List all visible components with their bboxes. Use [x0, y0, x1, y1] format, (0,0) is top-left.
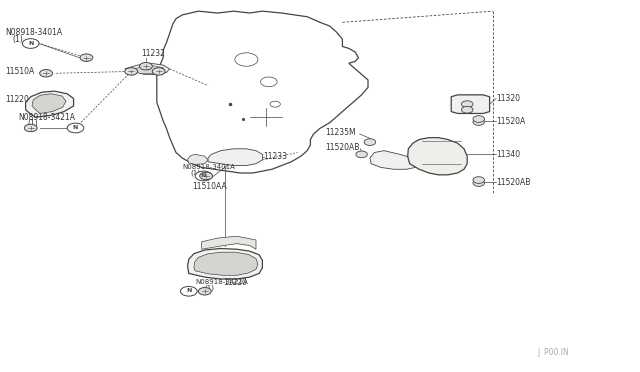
Polygon shape: [208, 149, 262, 166]
Text: N08918-3401A: N08918-3401A: [5, 28, 62, 37]
Circle shape: [473, 119, 484, 125]
Text: 11340: 11340: [496, 150, 520, 159]
Circle shape: [40, 70, 52, 77]
Text: (1): (1): [27, 119, 38, 128]
Text: 11233: 11233: [264, 152, 288, 161]
Circle shape: [364, 139, 376, 145]
Polygon shape: [370, 151, 422, 169]
Text: N08918-3421A: N08918-3421A: [195, 279, 248, 285]
Text: 11520AB: 11520AB: [496, 178, 531, 187]
Circle shape: [152, 68, 165, 75]
Text: 11520AB: 11520AB: [325, 143, 360, 152]
Text: (1): (1): [205, 285, 215, 291]
Polygon shape: [32, 94, 66, 113]
Text: 11232: 11232: [141, 49, 164, 58]
Circle shape: [356, 151, 367, 158]
Polygon shape: [451, 95, 490, 113]
Circle shape: [80, 54, 93, 61]
Circle shape: [461, 101, 473, 108]
Circle shape: [195, 171, 212, 181]
Text: 11220: 11220: [223, 278, 246, 287]
Text: (1): (1): [191, 170, 201, 176]
Circle shape: [22, 39, 39, 48]
Text: 11510A: 11510A: [5, 67, 35, 76]
Text: 11320: 11320: [496, 94, 520, 103]
Text: N: N: [186, 288, 191, 294]
Circle shape: [473, 180, 484, 186]
Text: 11520A: 11520A: [496, 117, 525, 126]
Circle shape: [473, 177, 484, 183]
Text: (1): (1): [13, 35, 24, 44]
Circle shape: [200, 172, 212, 180]
Circle shape: [473, 116, 484, 122]
Text: N08918-3421A: N08918-3421A: [18, 113, 75, 122]
Polygon shape: [188, 154, 208, 164]
Polygon shape: [202, 236, 256, 249]
Polygon shape: [408, 138, 467, 175]
Circle shape: [24, 124, 37, 132]
Polygon shape: [194, 252, 258, 275]
Text: N: N: [201, 173, 206, 178]
Text: J  P00.IN: J P00.IN: [538, 348, 570, 357]
Polygon shape: [131, 66, 163, 73]
Text: 11220: 11220: [5, 95, 29, 104]
Text: N: N: [28, 41, 33, 46]
Text: 11235M: 11235M: [325, 128, 356, 137]
Circle shape: [180, 286, 197, 296]
Polygon shape: [188, 248, 262, 279]
Text: 11510AA: 11510AA: [192, 182, 227, 191]
Circle shape: [67, 123, 84, 133]
Circle shape: [198, 288, 211, 295]
Polygon shape: [26, 91, 74, 117]
Text: N08918-3401A: N08918-3401A: [182, 164, 236, 170]
Circle shape: [461, 106, 473, 113]
Circle shape: [140, 62, 152, 70]
Circle shape: [125, 68, 138, 75]
Text: N: N: [73, 125, 78, 130]
Polygon shape: [125, 63, 170, 74]
